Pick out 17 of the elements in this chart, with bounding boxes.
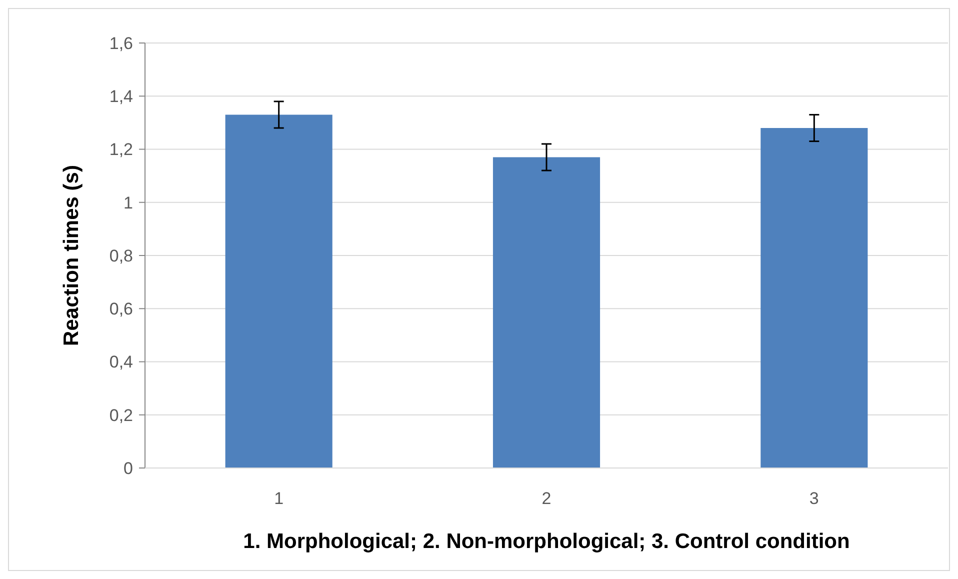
y-tick-label: 0,4 xyxy=(109,352,133,372)
bar xyxy=(492,157,600,468)
y-tick-label: 1,6 xyxy=(109,34,133,53)
y-tick-label: 0 xyxy=(124,458,133,478)
x-tick-label: 2 xyxy=(542,489,552,508)
y-tick-label: 0,8 xyxy=(109,246,133,266)
bar xyxy=(225,114,332,468)
y-tick-label: 0,2 xyxy=(109,406,133,425)
y-tick-label: 1,4 xyxy=(109,87,133,106)
x-tick-label: 1 xyxy=(274,489,284,508)
x-tick-label: 3 xyxy=(809,489,819,508)
y-axis-title: Reaction times (s) xyxy=(60,165,83,346)
y-tick-label: 1,2 xyxy=(109,140,133,160)
y-tick-label: 1 xyxy=(124,193,133,212)
bar xyxy=(760,128,868,468)
x-axis-title: 1. Morphological; 2. Non-morphological; 3. Control condition xyxy=(243,530,850,553)
y-tick-label: 0,6 xyxy=(109,300,133,319)
